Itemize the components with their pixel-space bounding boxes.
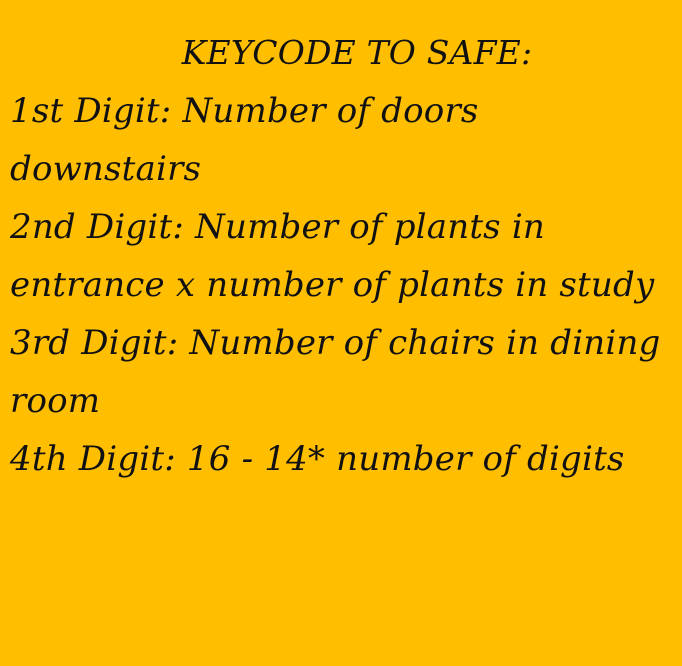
clue-second-digit: 2nd Digit: Number of plants in entrance …	[10, 198, 674, 314]
clue-label: 3rd Digit:	[10, 323, 179, 363]
note-title: KEYCODE TO SAFE:	[181, 33, 533, 72]
clue-third-digit: 3rd Digit: Number of chairs in dining ro…	[10, 314, 674, 430]
clue-text: Number of doors downstairs	[10, 91, 479, 189]
clue-label: 2nd Digit:	[10, 207, 184, 247]
clue-text: Number of chairs in dining room	[10, 323, 661, 421]
clue-label: 1st Digit:	[10, 91, 172, 131]
clue-text: Number of plants in entrance x number of…	[10, 207, 655, 305]
clue-text: 16 - 14* number of digits	[186, 439, 625, 479]
clue-fourth-digit: 4th Digit: 16 - 14* number of digits	[10, 430, 674, 488]
clue-label: 4th Digit:	[10, 439, 176, 479]
clue-first-digit: 1st Digit: Number of doors downstairs	[10, 82, 674, 198]
